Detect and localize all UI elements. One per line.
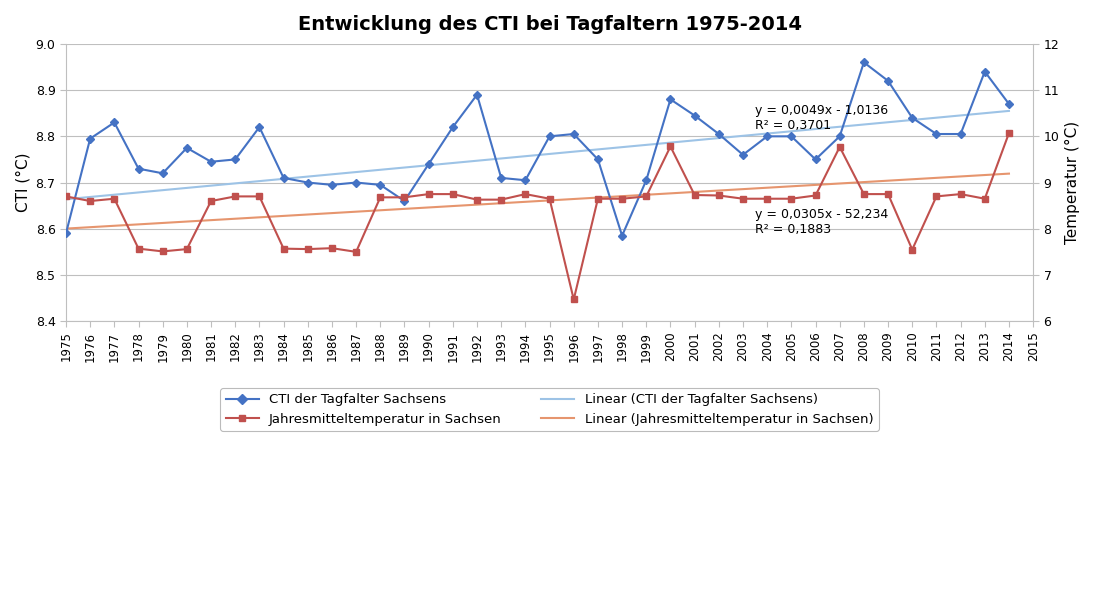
Y-axis label: Temperatur (°C): Temperatur (°C) xyxy=(1065,121,1080,244)
Legend: CTI der Tagfalter Sachsens, Jahresmitteltemperatur in Sachsen, Linear (CTI der T: CTI der Tagfalter Sachsens, Jahresmittel… xyxy=(220,388,879,431)
Text: y = 0,0049x - 1,0136
R² = 0,3701: y = 0,0049x - 1,0136 R² = 0,3701 xyxy=(756,104,888,132)
Title: Entwicklung des CTI bei Tagfaltern 1975-2014: Entwicklung des CTI bei Tagfaltern 1975-… xyxy=(298,15,802,34)
Text: y = 0,0305x - 52,234
R² = 0,1883: y = 0,0305x - 52,234 R² = 0,1883 xyxy=(756,208,888,236)
Y-axis label: CTI (°C): CTI (°C) xyxy=(15,153,30,212)
